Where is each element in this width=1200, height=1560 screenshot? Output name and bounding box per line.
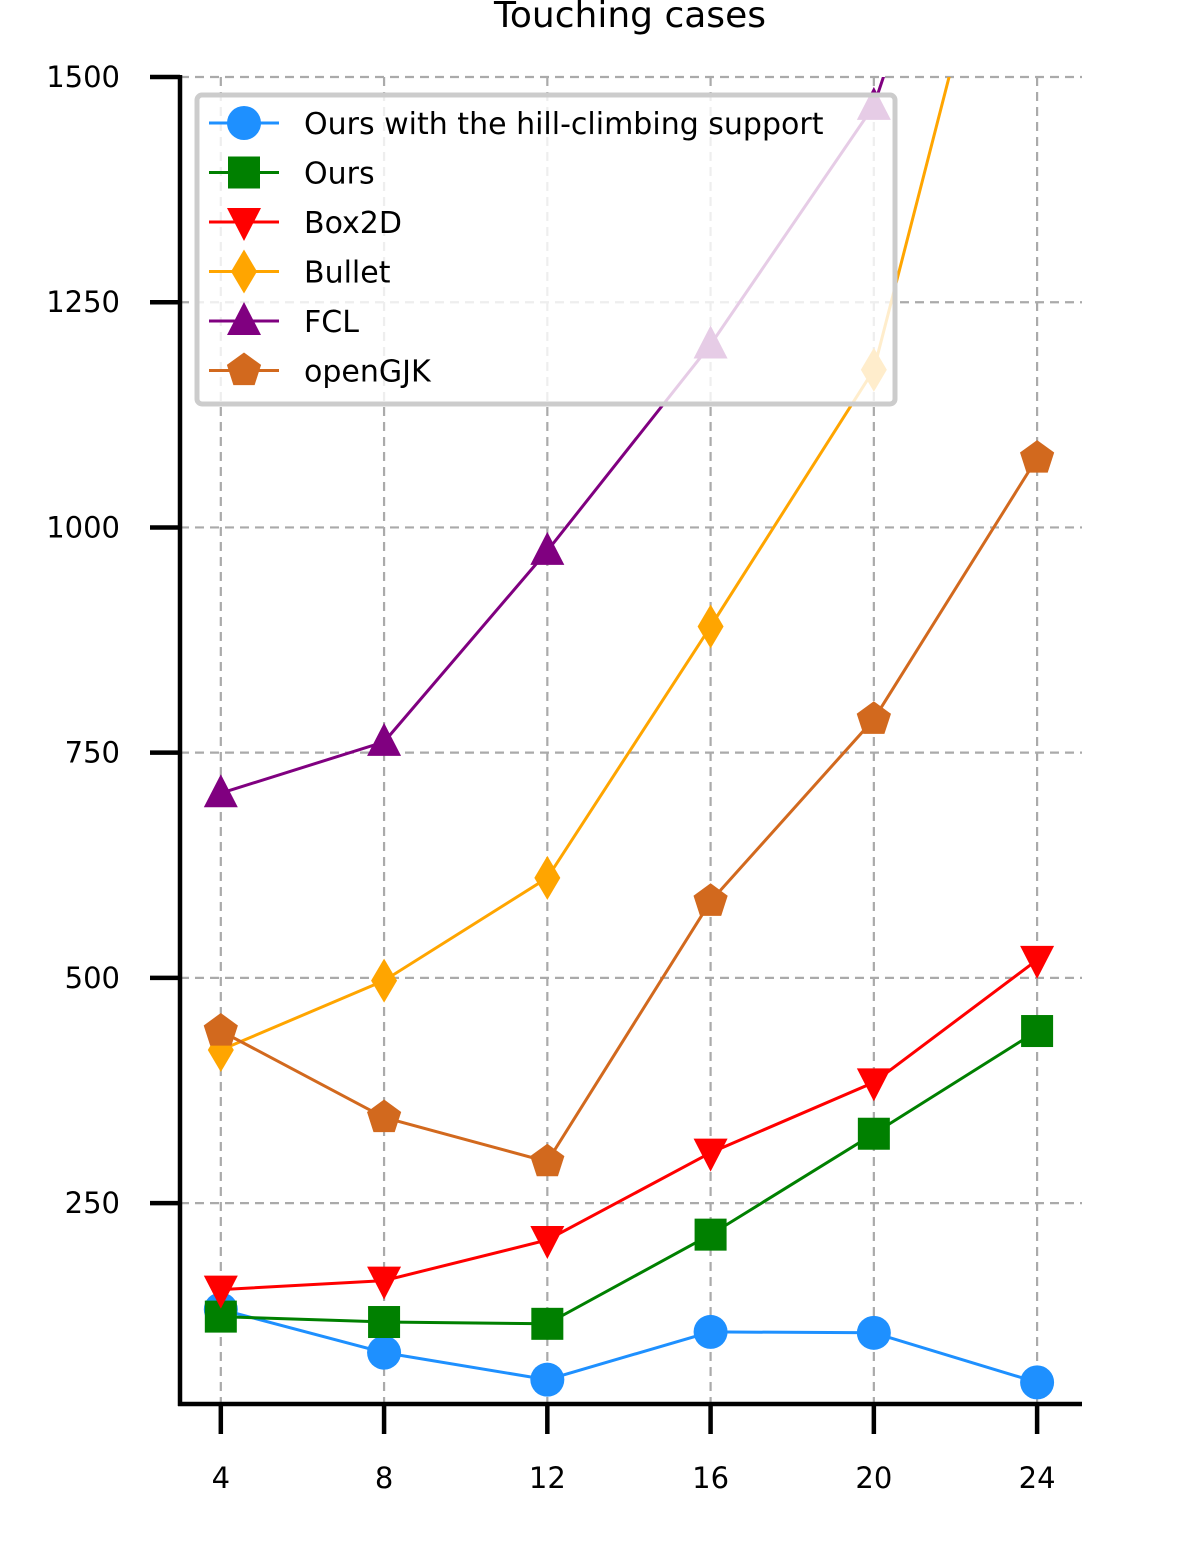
series-line [220, 457, 1039, 1164]
data-point [697, 604, 724, 649]
data-point [371, 958, 398, 1003]
data-point [203, 1013, 238, 1046]
data-point [367, 1266, 402, 1300]
y-tick-label: 500 [65, 961, 120, 995]
data-point [367, 1335, 402, 1370]
x-tick-label: 16 [692, 1461, 729, 1495]
data-point [227, 208, 261, 241]
data-point [534, 855, 561, 900]
data-point [530, 531, 565, 565]
y-tick-label: 1500 [46, 60, 120, 94]
data-point [693, 883, 728, 916]
data-point [530, 1143, 565, 1177]
data-point [368, 1306, 401, 1339]
series-line [220, 1307, 1038, 1384]
legend: Ours with the hill-climbing support Ours B… [194, 92, 898, 407]
legend-item: Box2D [209, 206, 402, 241]
data-point [1020, 945, 1055, 979]
series-circle [203, 1292, 1055, 1400]
data-point [530, 1226, 565, 1260]
legend-box [194, 92, 898, 407]
chart-title: Touching cases [493, 0, 766, 36]
series-pentagon [203, 440, 1055, 1177]
data-point [693, 1314, 728, 1349]
series-line [220, 77, 951, 1052]
y-tick-label: 250 [65, 1186, 120, 1220]
x-tick-label: 4 [212, 1461, 230, 1495]
data-point [231, 249, 257, 294]
data-point [203, 1275, 238, 1309]
legend-label: Ours [304, 157, 375, 192]
data-point [693, 1138, 728, 1172]
series-triangle-down [203, 945, 1055, 1309]
data-point [1020, 440, 1055, 473]
data-point [530, 1362, 565, 1397]
data-point [856, 1315, 891, 1350]
series-line [220, 1029, 1038, 1326]
legend-label: openGJK [304, 355, 432, 390]
data-point [226, 352, 262, 386]
data-point [857, 1117, 890, 1150]
series-square [204, 1015, 1054, 1340]
legend-item: Ours with the hill-climbing support [209, 106, 824, 142]
series-line [220, 77, 886, 795]
data-point [367, 1099, 402, 1133]
legend-label: Box2D [304, 206, 402, 241]
data-point [203, 774, 238, 808]
x-tick-label: 8 [375, 1461, 393, 1495]
data-point [227, 302, 261, 335]
plot-lines [203, 77, 1055, 1400]
y-tick-label: 1250 [46, 285, 120, 319]
data-point [227, 106, 261, 140]
legend-item: FCL [209, 302, 359, 340]
y-tick-label: 750 [65, 736, 120, 770]
data-point [856, 701, 891, 734]
axes: 4 8 12 16 20 24 250 500 750 1000 1250 1500 [46, 60, 1082, 1495]
data-point [1021, 1015, 1054, 1048]
y-tick-label: 1000 [46, 510, 120, 544]
x-tick-label: 12 [529, 1461, 566, 1495]
data-point [531, 1307, 564, 1340]
legend-item: openGJK [209, 352, 432, 390]
legend-label: FCL [304, 305, 359, 340]
data-point [856, 1068, 891, 1102]
x-tick-label: 24 [1019, 1461, 1056, 1495]
x-tick-label: 20 [855, 1461, 892, 1495]
legend-label: Bullet [304, 256, 391, 291]
legend-label: Ours with the hill-climbing support [304, 107, 824, 142]
series-line [220, 958, 1039, 1292]
legend-item: Ours [209, 156, 375, 192]
data-point [228, 156, 260, 189]
data-point [694, 1218, 727, 1251]
legend-item: Bullet [209, 249, 391, 294]
data-point [367, 722, 402, 756]
data-point [1020, 1365, 1055, 1400]
